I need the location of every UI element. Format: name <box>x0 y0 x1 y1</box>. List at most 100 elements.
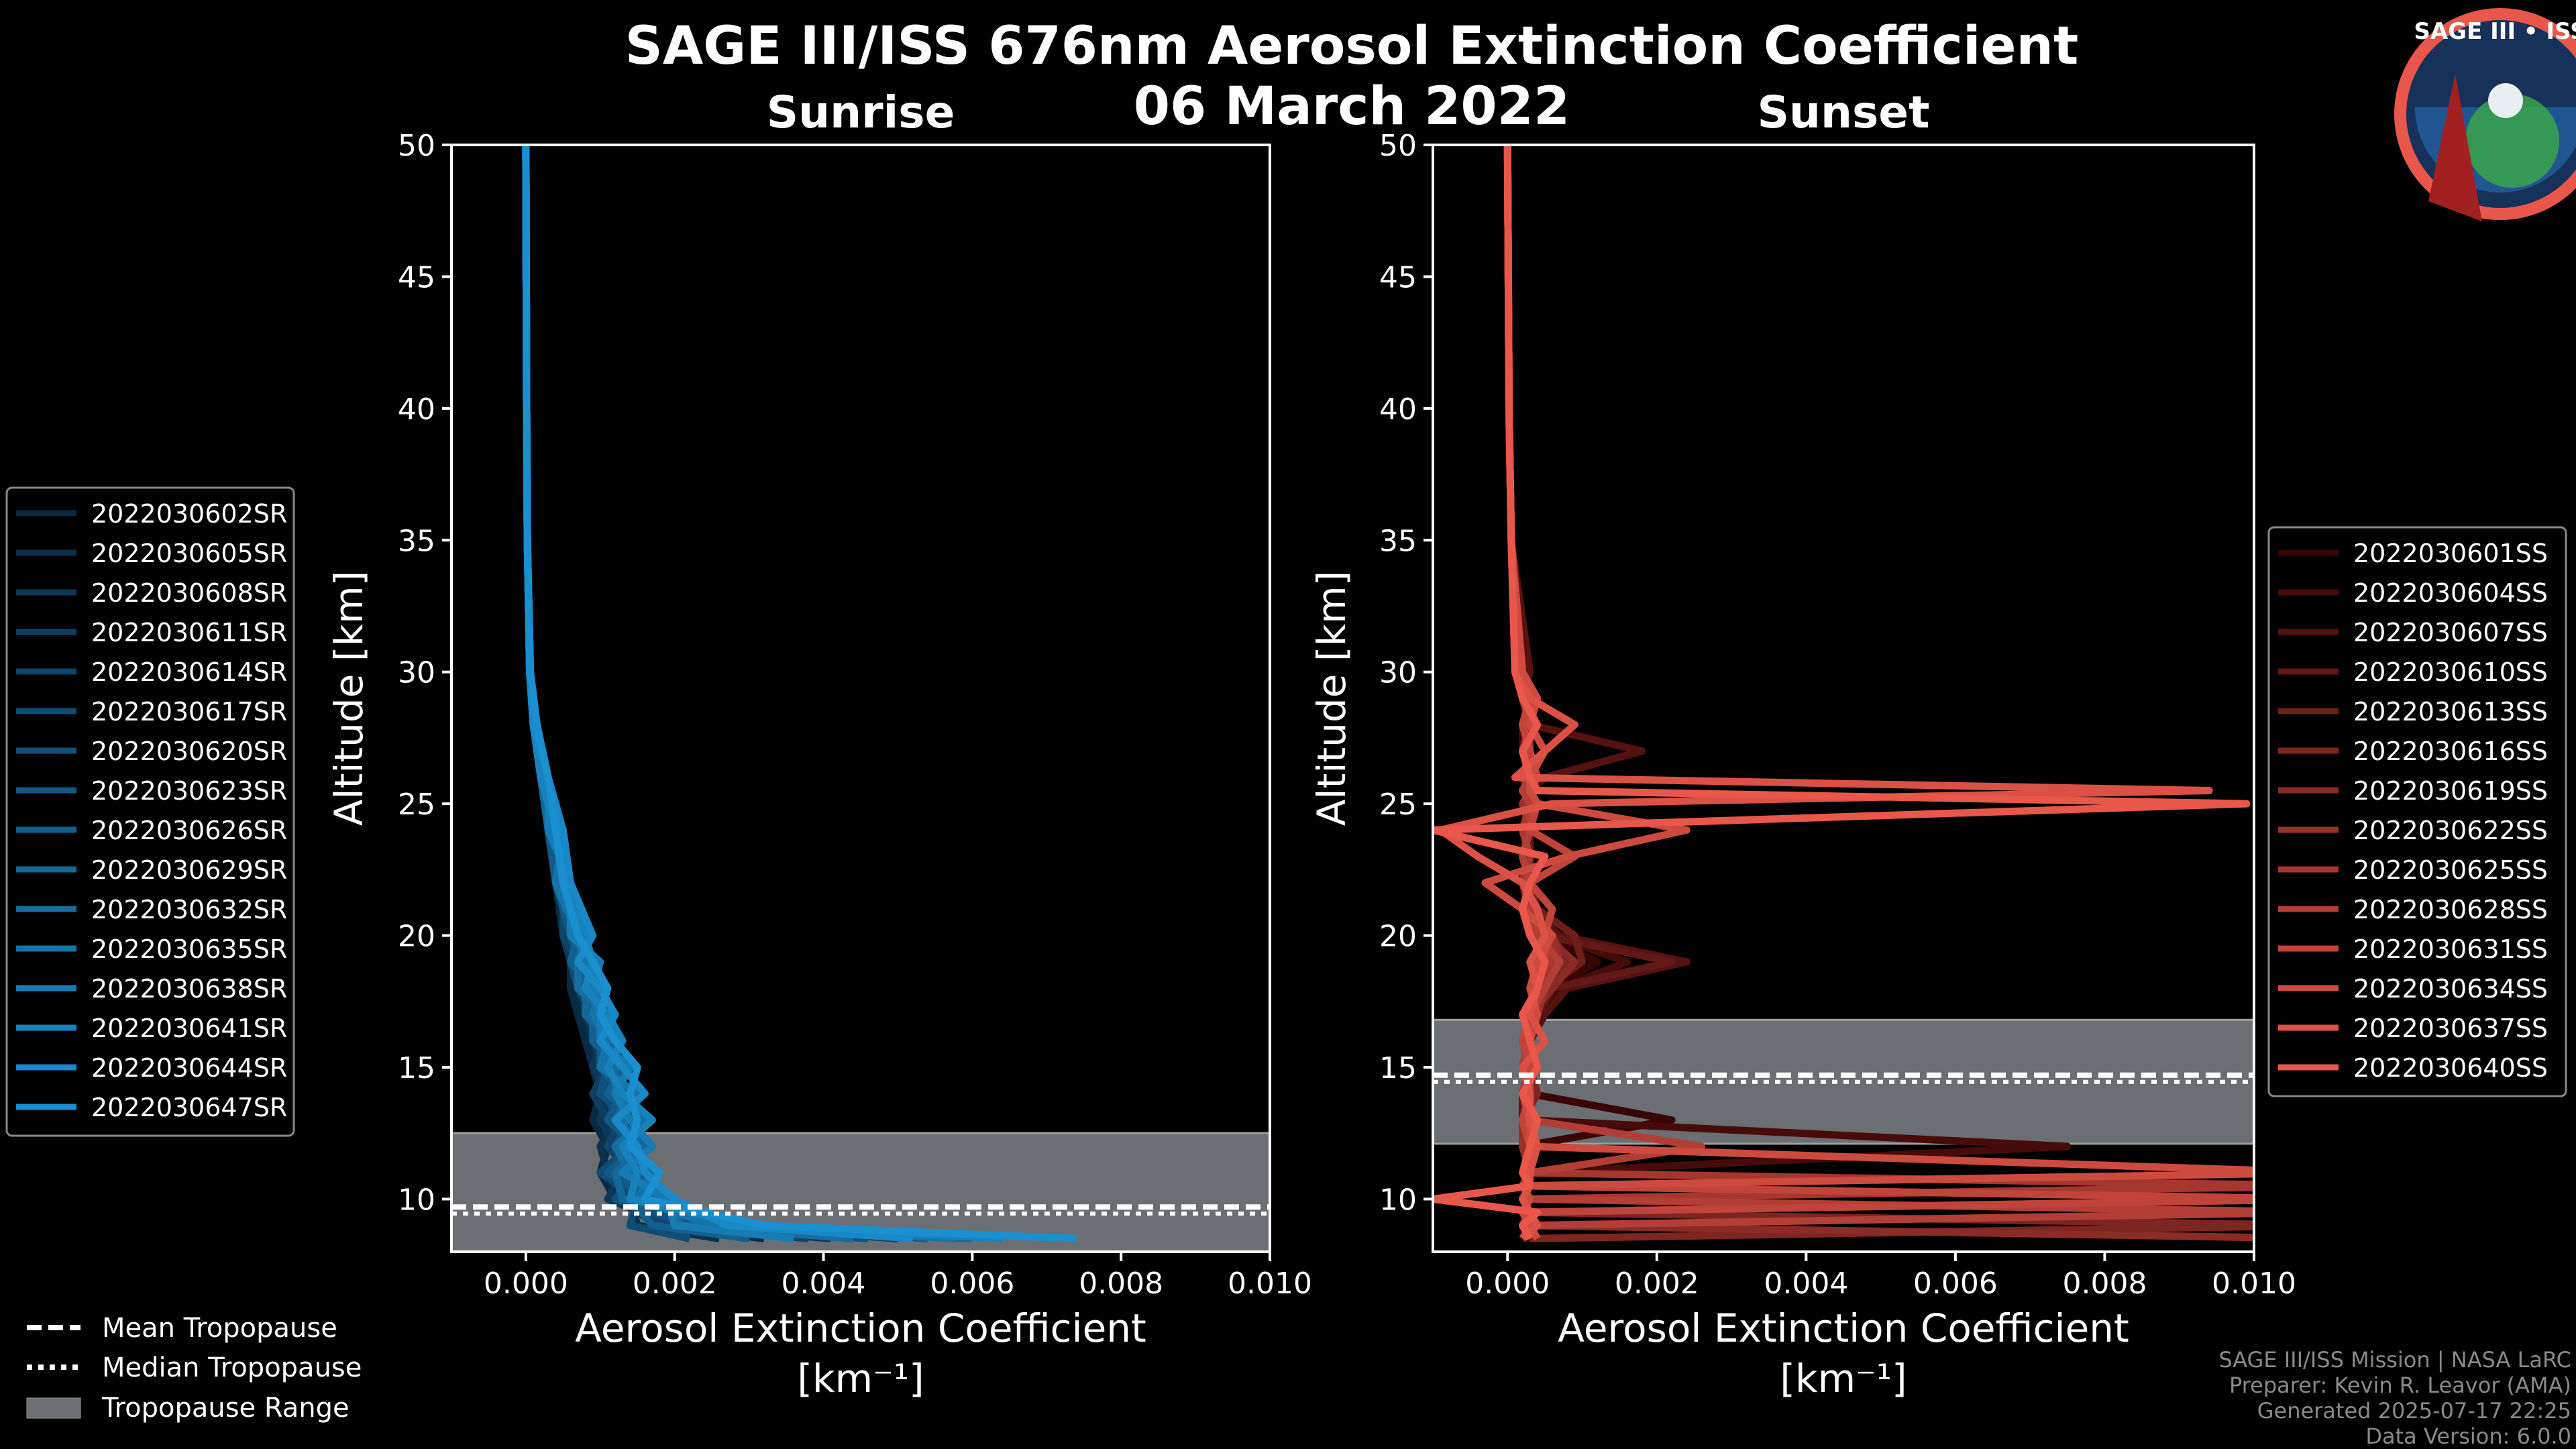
legend-entry: 2022030640SS <box>2353 1053 2548 1083</box>
legend-entry: 2022030620SR <box>91 737 287 766</box>
x-axis-label: Aerosol Extinction Coefficient <box>1558 1305 2129 1351</box>
legend-entry: 2022030644SR <box>91 1053 287 1083</box>
legend-entry: 2022030616SS <box>2353 737 2548 766</box>
legend-entry: 2022030632SR <box>91 895 287 924</box>
figure-date: 06 March 2022 <box>1134 76 1570 137</box>
legend-entry: 2022030614SR <box>91 657 287 687</box>
y-tick-label: 20 <box>398 920 435 954</box>
legend-entry: 2022030602SR <box>91 499 287 529</box>
series-line-2022030611SR <box>522 145 898 1242</box>
legend-entry: 2022030634SS <box>2353 974 2548 1004</box>
series-line-2022030620SR <box>522 145 869 1242</box>
y-tick-label: 30 <box>1379 656 1417 690</box>
y-axis-label: Altitude [km] <box>326 571 372 826</box>
tropopause-range-swatch <box>26 1397 81 1419</box>
legend-entry: 2022030604SS <box>2353 578 2548 608</box>
x-tick-label: 0.002 <box>633 1267 717 1301</box>
plot-area <box>1433 145 2254 1242</box>
series-line-2022030637SS <box>1436 145 2213 1242</box>
legend-entry: 2022030613SS <box>2353 697 2548 727</box>
x-tick-label: 0.006 <box>930 1267 1014 1301</box>
footer-version: Data Version: 6.0.0 <box>2365 1424 2571 1449</box>
y-tick-label: 10 <box>1379 1183 1417 1217</box>
series-line-2022030608SR <box>522 145 832 1242</box>
series-line-2022030623SR <box>522 145 928 1242</box>
legend-entry: 2022030628SS <box>2353 895 2548 924</box>
series-line-2022030614SR <box>522 145 809 1242</box>
legend-entry: 2022030608SR <box>91 578 287 608</box>
series-line-2022030640SS <box>1433 145 2251 1241</box>
footer-generated: Generated 2025-07-17 22:25 <box>2257 1398 2571 1424</box>
series-line-2022030638SR <box>522 145 794 1242</box>
legend-entry: 2022030601SS <box>2353 539 2548 568</box>
axes-frame <box>1432 144 2255 1253</box>
series-line-2022030635SR <box>522 145 958 1242</box>
y-tick-label: 10 <box>398 1183 435 1217</box>
legend-entry: 2022030611SR <box>91 618 287 647</box>
sage-logo: SAGE III • ISS <box>2394 8 2576 221</box>
y-tick-label: 45 <box>398 260 435 294</box>
tropopause-range-label: Tropopause Range <box>101 1393 350 1424</box>
y-tick-label: 25 <box>1379 788 1417 822</box>
y-tick-label: 40 <box>1379 392 1417 427</box>
legend-entry: 2022030605SR <box>91 539 287 568</box>
x-tick-label: 0.010 <box>2212 1267 2296 1301</box>
plot-area <box>451 145 1270 1252</box>
x-tick-label: 0.006 <box>1913 1267 1998 1301</box>
legend-entry: 2022030610SS <box>2353 657 2548 687</box>
footer-mission: SAGE III/ISS Mission | NASA LaRC <box>2218 1347 2571 1373</box>
legend-entry: 2022030635SR <box>91 934 287 964</box>
footer-preparer: Preparer: Kevin R. Leavor (AMA) <box>2229 1373 2571 1398</box>
y-tick-label: 50 <box>1379 129 1417 163</box>
logo-text: SAGE III • ISS <box>2414 18 2576 45</box>
legend-entry: 2022030617SR <box>91 697 287 727</box>
x-tick-label: 0.008 <box>2062 1267 2147 1301</box>
legend-frame <box>2267 526 2567 1097</box>
legend-entry: 2022030638SR <box>91 974 287 1004</box>
y-tick-label: 50 <box>398 129 435 163</box>
x-tick-label: 0.002 <box>1615 1267 1699 1301</box>
x-axis-unit: [km⁻¹] <box>797 1356 924 1401</box>
legend-entry: 2022030637SS <box>2353 1014 2548 1043</box>
legend-entry: 2022030626SR <box>91 816 287 845</box>
legend-entry: 2022030647SR <box>91 1093 287 1122</box>
series-legend: 2022030601SS 2022030604SS 2022030607SS 2022… <box>2267 526 2567 1097</box>
series-line-2022030632SR <box>522 145 854 1242</box>
y-tick-label: 45 <box>1379 260 1417 294</box>
median-tropopause-label: Median Tropopause <box>102 1352 362 1383</box>
mean-tropopause-label: Mean Tropopause <box>102 1313 337 1344</box>
y-tick-label: 40 <box>398 392 435 427</box>
y-tick-label: 20 <box>1379 920 1417 954</box>
y-tick-label: 15 <box>1379 1051 1417 1085</box>
legend-entry: 2022030629SR <box>91 855 287 885</box>
legend-entry: 2022030631SS <box>2353 934 2548 964</box>
y-tick-label: 25 <box>398 788 435 822</box>
y-tick-label: 30 <box>398 656 435 690</box>
tropopause-legend: Mean Tropopause Median Tropopause Tropop… <box>26 1313 362 1424</box>
x-tick-label: 0.004 <box>782 1267 866 1301</box>
y-tick-label: 35 <box>398 524 435 558</box>
y-tick-label: 15 <box>398 1051 435 1085</box>
legend-entry: 2022030641SR <box>91 1014 287 1043</box>
subplot-title: Sunrise <box>767 87 955 138</box>
legend-entry: 2022030623SR <box>91 776 287 806</box>
legend-entry: 2022030619SS <box>2353 776 2548 806</box>
series-line-2022030647SR <box>522 145 1077 1242</box>
y-tick-label: 35 <box>1379 524 1417 558</box>
x-tick-label: 0.004 <box>1764 1267 1848 1301</box>
series-line-2022030602SR <box>522 145 765 1242</box>
series-legend: 2022030602SR 2022030605SR 2022030608SR 2022… <box>5 486 295 1137</box>
x-axis-unit: [km⁻¹] <box>1780 1356 1907 1401</box>
series-line-2022030644SR <box>522 145 913 1242</box>
x-tick-label: 0.008 <box>1079 1267 1163 1301</box>
y-axis-label: Altitude [km] <box>1309 571 1354 826</box>
sunset-axes: Sunset 10 15 20 25 30 35 40 45 50 0.000 0.002 0.004 0… <box>1309 87 2567 1401</box>
x-tick-label: 0.000 <box>484 1267 568 1301</box>
sunrise-axes: Sunrise 10 15 20 25 30 35 40 45 50 0.000 0.002 0.004… <box>5 87 1312 1401</box>
legend-entry: 2022030622SS <box>2353 816 2548 845</box>
axes-frame <box>450 144 1271 1253</box>
x-axis-label: Aerosol Extinction Coefficient <box>575 1305 1146 1351</box>
x-tick-label: 0.010 <box>1228 1267 1312 1301</box>
legend-entry: 2022030607SS <box>2353 618 2548 647</box>
figure-title: SAGE III/ISS 676nm Aerosol Extinction Co… <box>625 16 2079 76</box>
